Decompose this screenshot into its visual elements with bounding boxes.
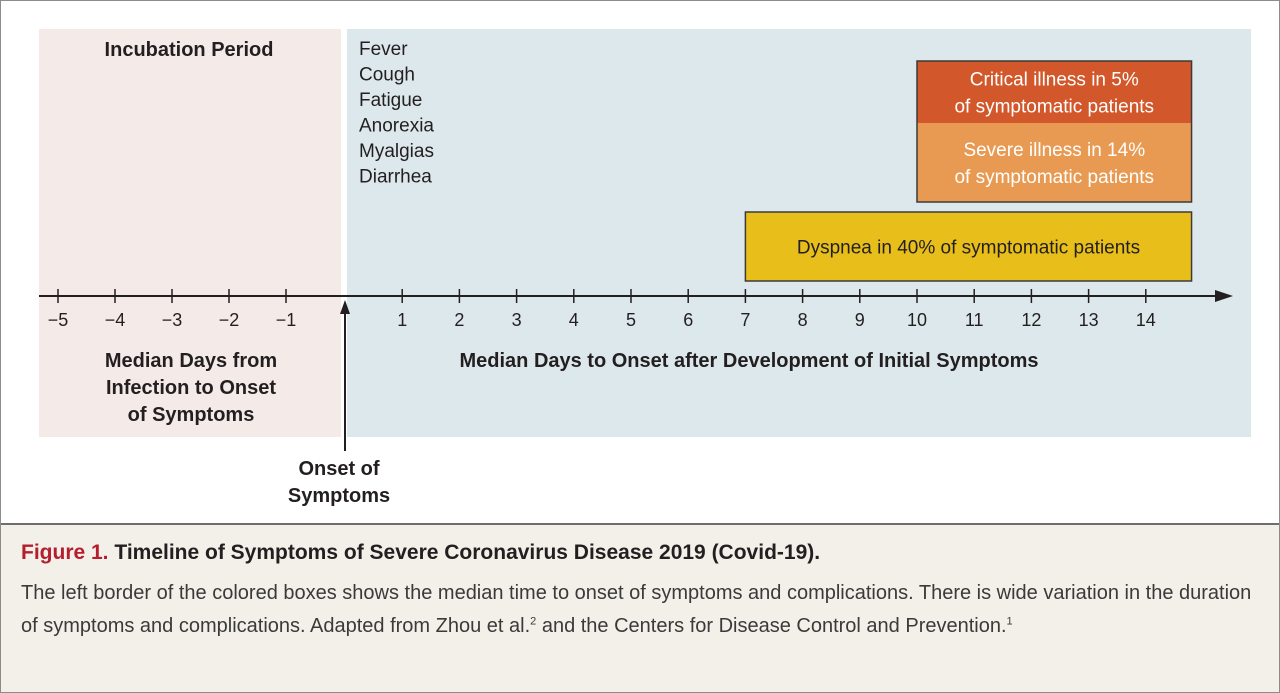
figure-number: Figure 1. — [21, 541, 109, 564]
axis-ticks: −5 −4 −3 −2 −1 1 2 3 4 5 6 7 8 9 10 11 12 13 14 — [48, 289, 1156, 330]
critical-box-label-line-2: of symptomatic patients — [954, 97, 1154, 118]
tick-label-8: 8 — [798, 310, 808, 330]
caption-body: The left border of the colored boxes sho… — [21, 577, 1271, 643]
tick-label-13: 13 — [1079, 310, 1099, 330]
complication-boxes: Critical illness in 5% of symptomatic pat… — [744, 60, 1193, 282]
left-axis-label-line-2: Infection to Onset — [106, 377, 276, 399]
left-axis-label-line-1: Median Days from — [105, 350, 277, 372]
critical-box — [917, 61, 1192, 123]
reference-superscript-1: 2 — [530, 615, 537, 628]
severe-box-label-line-2: of symptomatic patients — [954, 167, 1154, 188]
onset-label-line-1: Onset of — [298, 458, 379, 480]
tick-label-12: 12 — [1021, 310, 1041, 330]
initial-symptom-list: Fever Cough Fatigue Anorexia Myalgias Diarrhe… — [359, 39, 434, 188]
timeline-axis-arrowhead — [1215, 290, 1233, 302]
tick-label-14: 14 — [1136, 310, 1156, 330]
reference-superscript-2: 1 — [1006, 615, 1013, 628]
left-axis-label: Median Days from Infection to Onset of Sym… — [105, 350, 277, 426]
symptom-diarrhea: Diarrhea — [359, 167, 432, 188]
caption-text-part2: and the Centers for Disease Control and … — [536, 615, 1007, 637]
caption-title-text: Timeline of Symptoms of Severe Coronavir… — [114, 541, 821, 564]
timeline-figure: Incubation Period Fever Cough Fatigue Anore… — [1, 1, 1279, 523]
tick-label-neg-1: −1 — [276, 310, 297, 330]
onset-of-symptoms-label: Onset of Symptoms — [288, 458, 390, 507]
right-axis-label: Median Days to Onset after Development o… — [459, 350, 1038, 372]
dyspnea-box-label-line-1: Dyspnea in 40% of symptomatic patients — [797, 238, 1140, 259]
critical-box-label-line-1: Critical illness in 5% — [970, 70, 1139, 91]
timeline-diagram: Incubation Period Fever Cough Fatigue Anore… — [39, 29, 1251, 507]
tick-label-neg-5: −5 — [48, 310, 69, 330]
tick-label-7: 7 — [740, 310, 750, 330]
critical-severe-box-border — [916, 60, 1193, 203]
tick-label-5: 5 — [626, 310, 636, 330]
caption-text-part1: The left border of the colored boxes sho… — [21, 582, 1252, 637]
incubation-period-region — [39, 29, 341, 437]
symptom-cough: Cough — [359, 65, 415, 86]
onset-label-line-2: Symptoms — [288, 485, 390, 507]
dyspnea-box-border — [744, 211, 1193, 282]
tick-label-11: 11 — [965, 310, 984, 330]
dyspnea-box — [745, 212, 1192, 281]
tick-label-3: 3 — [512, 310, 522, 330]
symptom-fatigue: Fatigue — [359, 90, 422, 111]
tick-label-9: 9 — [855, 310, 865, 330]
tick-label-1: 1 — [397, 310, 407, 330]
tick-label-neg-4: −4 — [105, 310, 126, 330]
severe-box — [917, 123, 1192, 202]
left-axis-label-line-3: of Symptoms — [128, 404, 255, 426]
severe-box-label-line-1: Severe illness in 14% — [963, 140, 1145, 161]
tick-label-neg-3: −3 — [162, 310, 183, 330]
onset-marker-arrowhead — [340, 300, 350, 314]
symptom-anorexia: Anorexia — [359, 116, 434, 137]
tick-label-10: 10 — [907, 310, 927, 330]
figure-caption: Figure 1. Timeline of Symptoms of Severe… — [1, 523, 1279, 692]
incubation-period-label: Incubation Period — [105, 39, 274, 61]
tick-label-6: 6 — [683, 310, 693, 330]
tick-label-2: 2 — [454, 310, 464, 330]
symptom-myalgias: Myalgias — [359, 141, 434, 162]
tick-label-neg-2: −2 — [219, 310, 240, 330]
caption-title: Figure 1. Timeline of Symptoms of Severe… — [21, 541, 820, 565]
symptom-fever: Fever — [359, 39, 408, 60]
tick-label-4: 4 — [569, 310, 579, 330]
